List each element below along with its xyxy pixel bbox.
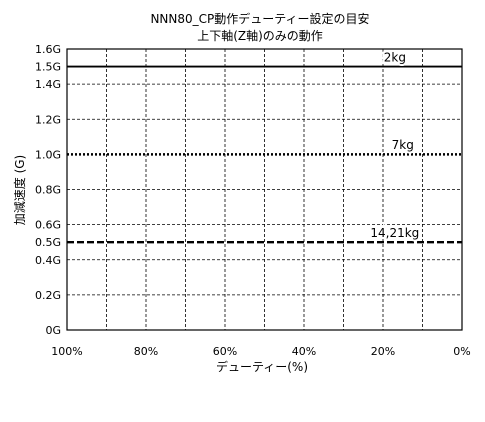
y-tick-label: 0.4G <box>35 254 61 267</box>
y-axis-label: 加減速度 (G) <box>12 155 27 225</box>
y-tick-label: 1.0G <box>35 148 61 161</box>
x-tick-label: 100% <box>51 345 82 358</box>
chart-title: NNN80_CP動作デューティー設定の目安 <box>150 11 369 26</box>
series-labels: 2kg 7kg 14,21kg <box>368 48 421 242</box>
plot-frame <box>66 48 463 331</box>
y-tick-label: 1.5G <box>35 61 61 74</box>
series-label: 7kg <box>392 138 414 152</box>
y-tick-label: 1.4G <box>35 78 61 91</box>
chart-subtitle: 上下軸(Z軸)のみの動作 <box>197 29 323 43</box>
y-tick-label: 0.5G <box>35 236 61 249</box>
x-axis-label: デューティー(%) <box>216 359 308 374</box>
series-lines <box>67 65 462 244</box>
x-tick-label: 80% <box>134 345 158 358</box>
y-tick-label: 1.2G <box>35 113 61 126</box>
y-tick-label: 0G <box>45 324 61 337</box>
y-tick-label: 0.8G <box>35 184 61 197</box>
series-label: 14,21kg <box>370 226 419 240</box>
y-tick-labels: 0G 0.2G 0.4G 0.5G 0.6G 0.8G 1.0G 1.2G 1.4G 1.5G 1.… <box>35 43 61 337</box>
x-tick-label: 0% <box>453 345 470 358</box>
series-label: 2kg <box>384 50 406 64</box>
y-tick-label: 1.6G <box>35 43 61 56</box>
x-tick-labels: 100% 80% 60% 40% 20% 0% <box>51 345 470 358</box>
x-tick-label: 20% <box>371 345 395 358</box>
grid <box>67 49 462 330</box>
y-tick-label: 0.6G <box>35 219 61 232</box>
x-tick-label: 60% <box>213 345 237 358</box>
x-tick-label: 40% <box>292 345 316 358</box>
y-tick-label: 0.2G <box>35 289 61 302</box>
